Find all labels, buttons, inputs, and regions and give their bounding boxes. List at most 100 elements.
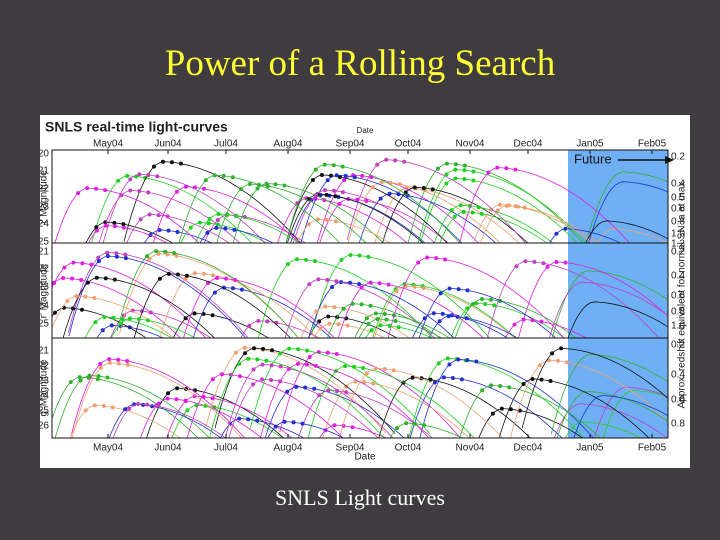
photometry-point [416, 260, 421, 265]
photometry-point [332, 305, 337, 310]
photometry-point [393, 318, 398, 323]
photometry-point [396, 325, 401, 330]
photometry-point [394, 289, 399, 294]
month-label: Nov04 [456, 443, 485, 454]
photometry-point [123, 407, 128, 412]
x-axis-label: Date [354, 452, 376, 463]
photometry-point [447, 362, 452, 367]
photometry-point [118, 321, 123, 326]
month-label: Sep04 [336, 443, 365, 454]
photometry-point [61, 276, 66, 281]
month-label: Jul04 [214, 443, 238, 454]
photometry-point [422, 316, 427, 321]
photometry-point [554, 259, 559, 264]
photometry-point [105, 375, 110, 380]
photometry-point [175, 229, 180, 234]
photometry-point [489, 297, 494, 302]
photometry-point [96, 255, 101, 260]
photometry-point [344, 390, 349, 395]
photometry-point [391, 368, 396, 373]
photometry-point [137, 172, 142, 177]
photometry-point [306, 222, 311, 227]
photometry-point [192, 311, 197, 316]
photometry-point [348, 252, 353, 257]
photometry-point [377, 281, 382, 286]
month-label: Aug04 [274, 443, 303, 454]
right-tick-label: 0.6 [671, 204, 685, 215]
y-tick-label: 22 [40, 184, 49, 195]
photometry-point [278, 364, 283, 369]
photometry-point [303, 257, 308, 262]
photometry-point [300, 421, 305, 426]
photometry-point [492, 303, 497, 308]
photometry-point [121, 222, 126, 227]
photometry-point [148, 310, 153, 315]
photometry-point [265, 319, 270, 324]
month-label: Oct04 [395, 443, 422, 454]
photometry-point [517, 408, 522, 413]
photometry-point [317, 393, 322, 398]
y-tick-label: 22 [40, 264, 49, 275]
photometry-point [112, 220, 117, 225]
photometry-point [210, 273, 215, 278]
photometry-point [432, 380, 437, 385]
y-tick-label: 23 [40, 282, 49, 293]
photometry-point [470, 210, 475, 215]
photometry-point [105, 250, 110, 255]
photometry-point [237, 361, 242, 366]
panel-frame [51, 337, 669, 439]
light-curve [602, 389, 668, 438]
photometry-point [107, 360, 112, 365]
y-tick-label: 24 [40, 391, 49, 402]
photometry-point [465, 358, 470, 363]
photometry-point [105, 254, 110, 259]
photometry-point [370, 185, 375, 190]
photometry-point [434, 256, 439, 261]
photometry-point [83, 408, 88, 413]
photometry-point [237, 374, 242, 379]
photometry-point [233, 350, 238, 355]
photometry-point [237, 416, 242, 421]
photometry-point [515, 204, 520, 209]
photometry-point [127, 316, 132, 321]
photometry-point [114, 254, 119, 259]
photometry-point [357, 282, 362, 287]
photometry-point [242, 345, 247, 350]
month-label: Dec04 [514, 443, 543, 454]
photometry-point [193, 388, 198, 393]
photometry-point [508, 407, 513, 412]
photometry-point [163, 249, 168, 254]
light-curve [568, 228, 622, 243]
photometry-point [243, 351, 248, 356]
photometry-point [366, 254, 371, 259]
photometry-point [145, 318, 150, 323]
photometry-point [246, 417, 251, 422]
photometry-point [366, 321, 371, 326]
photometry-point [206, 221, 211, 226]
right-axis-label: Approx. redshift equivalent for normal S… [677, 182, 688, 409]
photometry-point [116, 361, 121, 366]
photometry-point [364, 371, 369, 376]
photometry-point [184, 273, 189, 278]
photometry-point [270, 348, 275, 353]
y-axis-label: g' Magnitude [40, 359, 50, 416]
photometry-point [339, 257, 344, 262]
photometry-point [116, 357, 121, 362]
photometry-point [388, 180, 393, 185]
photometry-point [273, 182, 278, 187]
photometry-point [282, 419, 287, 424]
photometry-point [521, 317, 526, 322]
photometry-point [77, 375, 82, 380]
light-curve [568, 281, 668, 317]
photometry-point [337, 174, 342, 179]
photometry-point [192, 394, 197, 399]
photometry-point [436, 361, 441, 366]
photometry-point [559, 346, 564, 351]
photometry-point [342, 178, 347, 183]
photometry-point [316, 277, 321, 282]
photometry-point [183, 399, 188, 404]
photometry-point [422, 423, 427, 428]
photometry-point [550, 351, 555, 356]
month-label: Aug04 [274, 139, 303, 150]
photometry-point [112, 224, 117, 229]
